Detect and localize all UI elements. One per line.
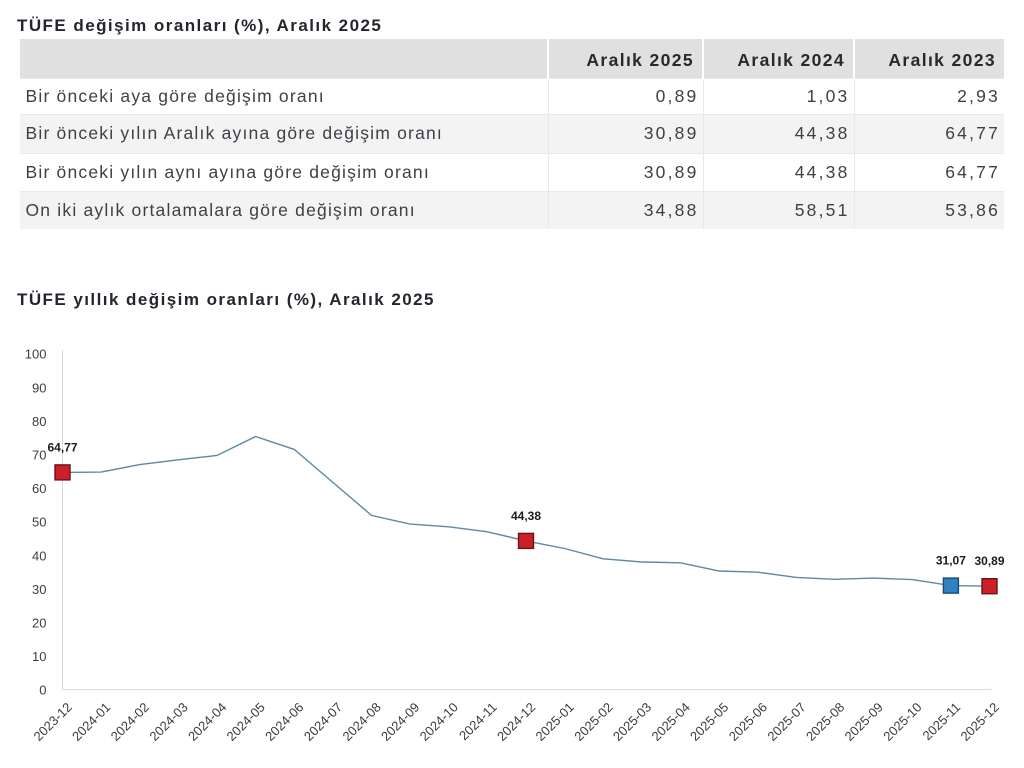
svg-text:2024-02: 2024-02 [108, 700, 152, 744]
svg-text:2025-03: 2025-03 [610, 700, 654, 744]
svg-text:2025-01: 2025-01 [533, 700, 577, 744]
svg-text:10: 10 [32, 649, 46, 664]
svg-text:2025-05: 2025-05 [687, 700, 731, 744]
svg-text:64,77: 64,77 [47, 440, 77, 454]
svg-text:100: 100 [25, 347, 47, 362]
svg-text:50: 50 [32, 515, 46, 530]
svg-text:2024-06: 2024-06 [262, 700, 306, 744]
svg-text:2025-10: 2025-10 [880, 700, 924, 744]
svg-text:2025-07: 2025-07 [764, 700, 808, 744]
svg-text:2024-03: 2024-03 [146, 700, 190, 744]
svg-text:2025-06: 2025-06 [726, 700, 770, 744]
svg-text:2025-08: 2025-08 [803, 700, 847, 744]
svg-text:20: 20 [32, 616, 46, 631]
svg-text:2024-10: 2024-10 [417, 700, 461, 744]
svg-text:2024-11: 2024-11 [456, 700, 500, 744]
svg-text:2025-04: 2025-04 [648, 700, 692, 744]
svg-text:30,89: 30,89 [974, 554, 1004, 568]
svg-text:2023-12: 2023-12 [30, 700, 74, 744]
svg-text:2024-12: 2024-12 [494, 700, 538, 744]
svg-text:80: 80 [32, 414, 46, 429]
svg-text:90: 90 [32, 380, 46, 395]
svg-text:2024-01: 2024-01 [69, 700, 113, 744]
svg-text:2025-02: 2025-02 [571, 700, 615, 744]
svg-text:2024-04: 2024-04 [185, 700, 229, 744]
svg-text:2025-09: 2025-09 [842, 700, 886, 744]
svg-text:2024-05: 2024-05 [224, 700, 268, 744]
svg-text:30: 30 [32, 582, 46, 597]
svg-text:40: 40 [32, 548, 46, 563]
svg-text:60: 60 [32, 481, 46, 496]
svg-text:70: 70 [32, 448, 46, 463]
svg-text:0: 0 [39, 683, 46, 698]
svg-text:2025-12: 2025-12 [957, 700, 1001, 744]
svg-text:2025-11: 2025-11 [920, 700, 964, 744]
svg-text:44,38: 44,38 [511, 509, 541, 523]
svg-text:2024-08: 2024-08 [339, 700, 383, 744]
svg-text:2024-07: 2024-07 [301, 700, 345, 744]
svg-text:31,07: 31,07 [936, 554, 966, 568]
svg-text:2024-09: 2024-09 [378, 700, 422, 744]
